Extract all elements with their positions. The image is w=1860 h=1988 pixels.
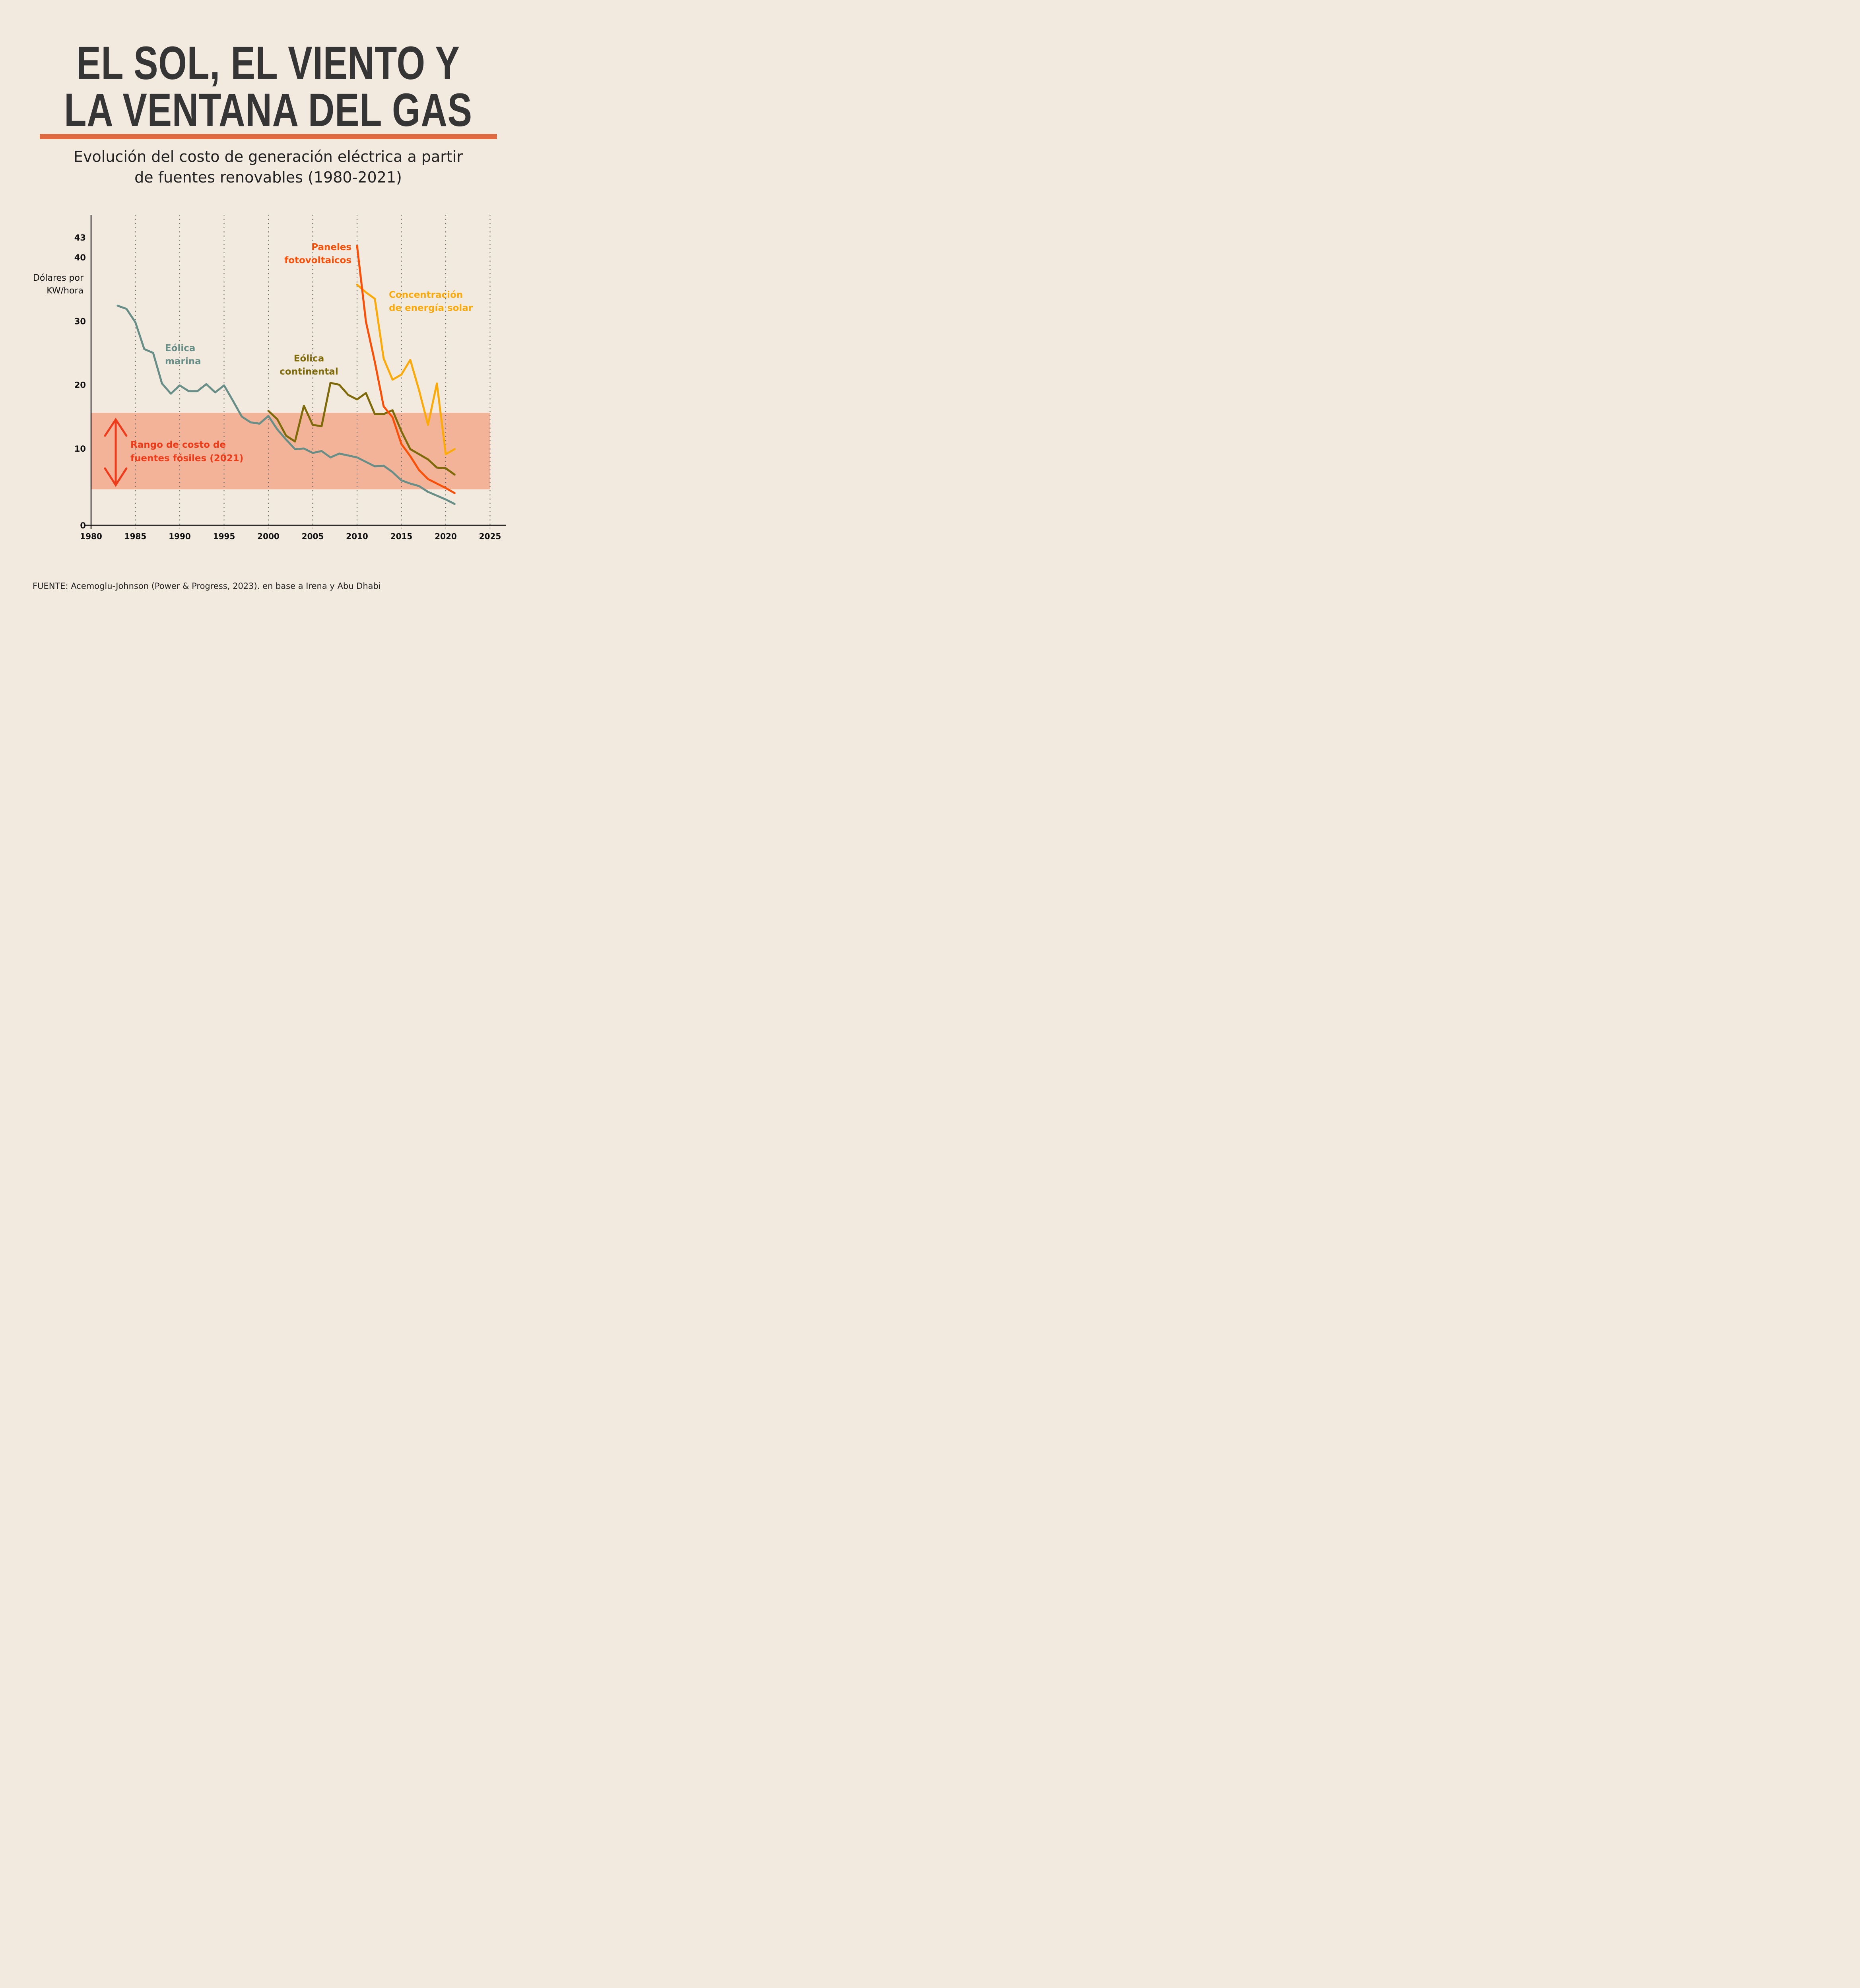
x-tick-label: 1995 [213,532,235,541]
y-tick-label: 30 [74,316,86,326]
series-label-fotovoltaicos-2: fotovoltaicos [284,255,351,266]
series-label-eolica-marina-1: Eólica [165,343,195,353]
x-tick-label: 1980 [80,532,102,541]
x-tick-label: 1990 [169,532,191,541]
y-tick-label: 43 [74,233,86,243]
double-arrow-icon [104,417,128,487]
series-label-eolica-continental-1: Eólica [294,353,324,364]
series-label-eolica-marina-2: marina [165,356,201,367]
title-divider [40,134,497,139]
band-label-line-1: Rango de costo de [130,440,226,450]
series-line-e-lica-marina [116,305,456,505]
y-tick-label: 10 [74,444,86,454]
x-tick-label: 2005 [302,532,324,541]
y-tick-label: 40 [74,253,86,262]
series-line-e-lica-continental [267,382,456,476]
series-label-fotovoltaicos-1: Paneles [311,242,351,252]
line-chart: 1980 1985 1990 1995 2000 2005 2010 2015 2020 2025… [33,215,506,541]
y-tick-label: 0 [80,521,86,530]
series-label-csp-1: Concentración [389,290,463,300]
x-tick-label: 2000 [257,532,280,541]
source-note: FUENTE: Acemoglu-Johnson (Power & Progre… [33,581,381,591]
subtitle: Evolución del costo de generación eléctr… [0,146,536,188]
title-line-1: EL SOL, EL VIENTO Y [76,37,460,89]
x-tick-label: 2015 [390,532,413,541]
series-line-paneles-fotovoltaicos [356,245,456,494]
series-label-csp-2: de energía solar [389,303,473,313]
series-label-eolica-continental-2: continental [280,367,338,377]
y-axis-label-line-1: Dólares por [33,273,84,283]
x-tick-label: 2010 [346,532,368,541]
y-axis-label-line-2: KW/hora [47,286,83,296]
title-line-2: LA VENTANA DEL GAS [64,84,472,136]
series-line-concentraci-n-de-energ-a-solar [356,283,456,455]
band-label-line-2: fuentes fósiles (2021) [130,453,243,464]
fossil-cost-band [91,413,490,489]
subtitle-line-1: Evolución del costo de generación eléctr… [74,148,463,165]
y-tick-label: 20 [74,381,86,390]
x-tick-label: 2025 [479,532,501,541]
x-tick-label: 1985 [124,532,147,541]
x-tick-label: 2020 [435,532,457,541]
subtitle-line-2: de fuentes renovables (1980-2021) [134,169,402,186]
